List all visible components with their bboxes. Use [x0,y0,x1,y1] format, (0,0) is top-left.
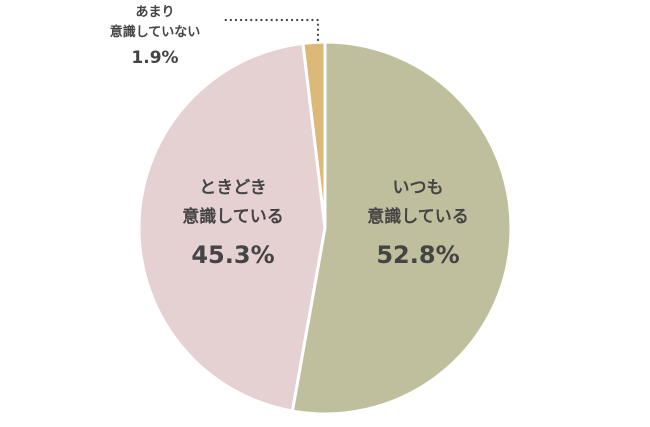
slice-label: ときどき意識している [182,178,284,227]
slice-label: いつも意識している [367,178,469,227]
pie-slice [290,40,513,416]
slice-label: あまり意識していない [110,5,201,40]
value-label: 1.9% [131,48,178,68]
value-label: 52.8% [376,241,459,269]
leader-line [220,18,320,42]
pie-slice [137,41,327,413]
value-label: 45.3% [191,241,274,269]
